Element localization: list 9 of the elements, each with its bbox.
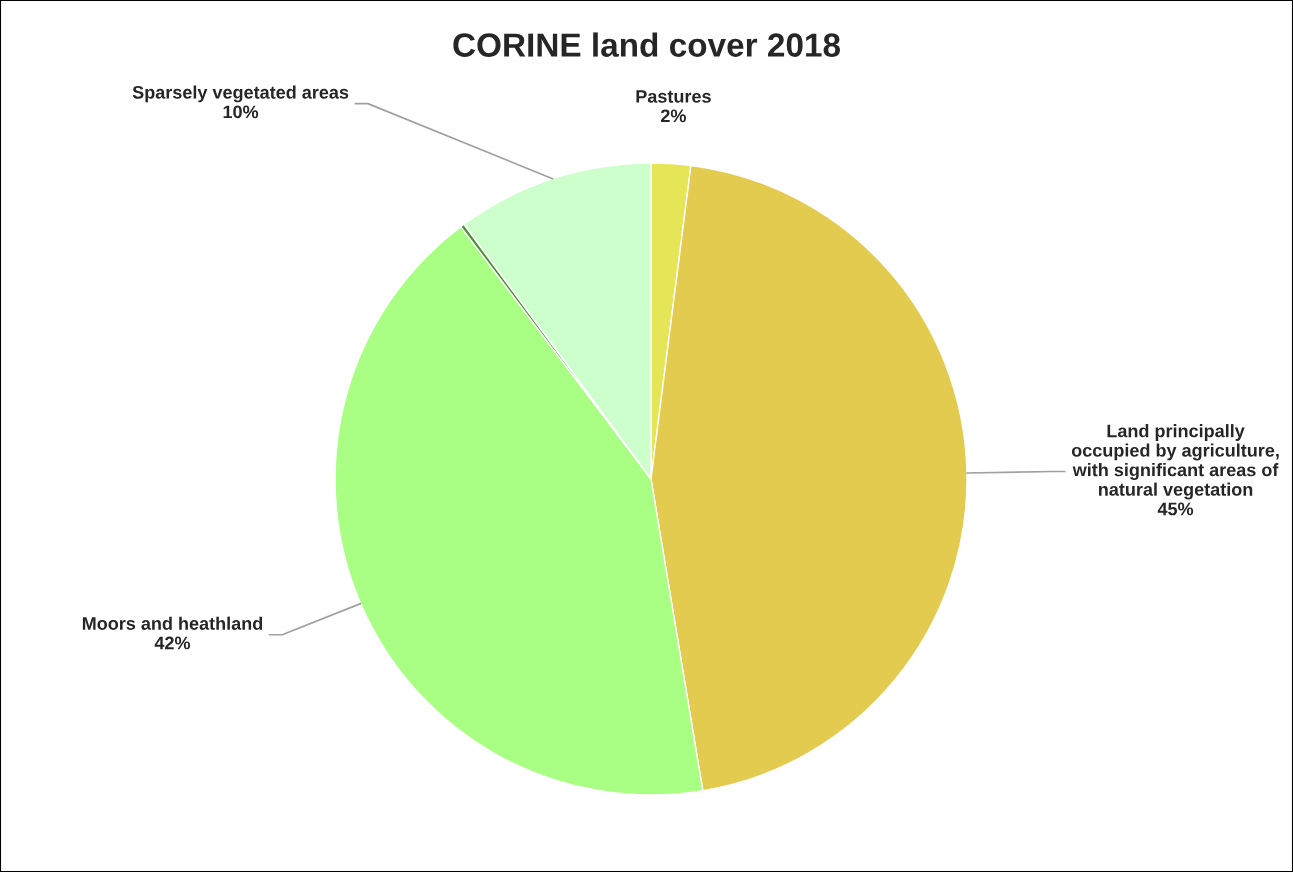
data-label: 45% — [1157, 502, 1194, 516]
slice-label: Moors and heathland — [82, 616, 263, 630]
data-label: 10% — [223, 105, 259, 119]
slice-label: Sparsely vegetated areas — [132, 85, 349, 103]
slice-label: Pastures — [636, 90, 711, 103]
slice-label: Land principally occupied by agriculture, with significant areas of natural vegetation — [1071, 424, 1279, 500]
chart-title: CORINE land cover 2018 — [453, 32, 841, 57]
data-label: 42% — [154, 636, 191, 650]
data-label: 2% — [660, 109, 686, 123]
